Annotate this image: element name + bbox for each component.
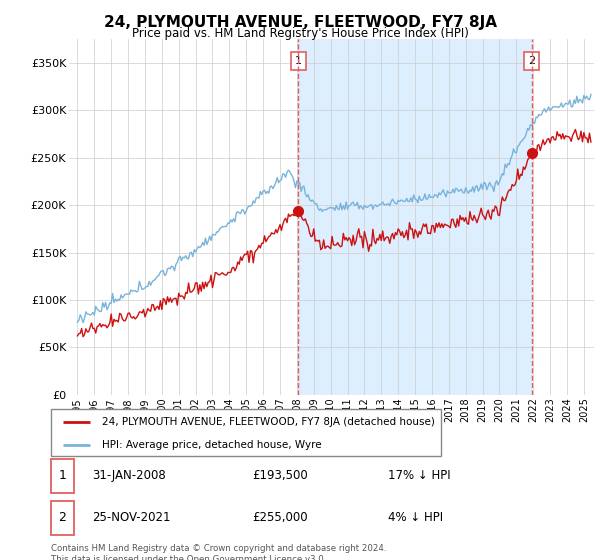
- Text: 4% ↓ HPI: 4% ↓ HPI: [388, 511, 443, 524]
- Text: 31-JAN-2008: 31-JAN-2008: [92, 469, 166, 482]
- Text: Price paid vs. HM Land Registry's House Price Index (HPI): Price paid vs. HM Land Registry's House …: [131, 27, 469, 40]
- Text: £255,000: £255,000: [252, 511, 308, 524]
- FancyBboxPatch shape: [51, 409, 441, 456]
- Text: Contains HM Land Registry data © Crown copyright and database right 2024.
This d: Contains HM Land Registry data © Crown c…: [51, 544, 386, 560]
- Bar: [298, 39, 532, 395]
- Text: 24, PLYMOUTH AVENUE, FLEETWOOD, FY7 8JA: 24, PLYMOUTH AVENUE, FLEETWOOD, FY7 8JA: [104, 15, 497, 30]
- Text: HPI: Average price, detached house, Wyre: HPI: Average price, detached house, Wyre: [102, 440, 322, 450]
- FancyBboxPatch shape: [51, 501, 74, 535]
- Text: 1: 1: [58, 469, 67, 482]
- Text: 24, PLYMOUTH AVENUE, FLEETWOOD, FY7 8JA (detached house): 24, PLYMOUTH AVENUE, FLEETWOOD, FY7 8JA …: [102, 417, 434, 427]
- Text: 1: 1: [295, 56, 302, 66]
- Text: £193,500: £193,500: [252, 469, 308, 482]
- Text: 2: 2: [529, 56, 535, 66]
- Text: 17% ↓ HPI: 17% ↓ HPI: [388, 469, 450, 482]
- Text: 2: 2: [58, 511, 67, 524]
- Text: 25-NOV-2021: 25-NOV-2021: [92, 511, 170, 524]
- FancyBboxPatch shape: [51, 459, 74, 493]
